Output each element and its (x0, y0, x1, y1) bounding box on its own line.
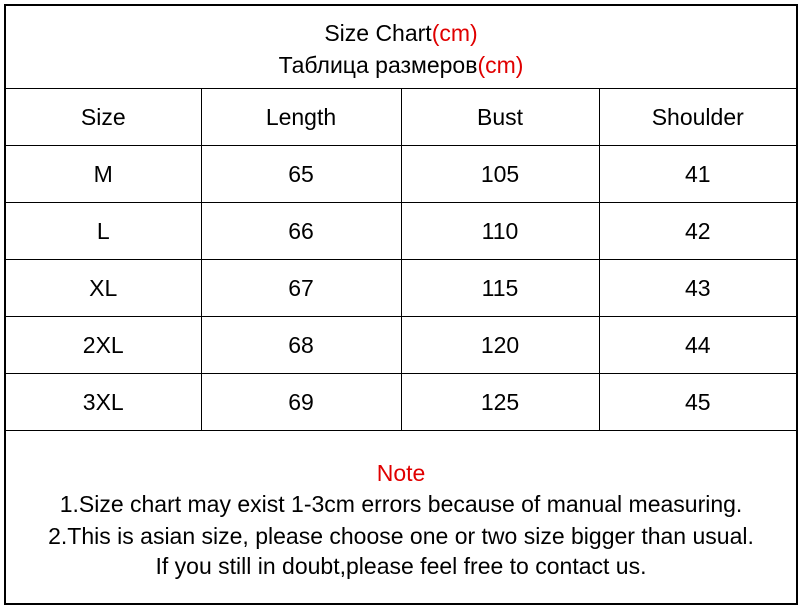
size-table: Size Length Bust Shoulder M 65 105 41 L … (6, 89, 796, 431)
cell-length: 69 (200, 373, 402, 431)
cell-size: L (6, 202, 202, 260)
cell-size: 3XL (6, 373, 202, 431)
header-cell: Shoulder (598, 89, 796, 146)
title-line-russian: Таблица размеров(cm) (6, 52, 796, 79)
cell-length: 67 (200, 259, 402, 317)
cell-size: M (6, 145, 202, 203)
header-cell: Length (200, 89, 402, 146)
table-row: L 66 110 42 (6, 202, 796, 260)
title-unit: (cm) (431, 20, 478, 46)
cell-size: 2XL (6, 316, 202, 374)
header-cell: Bust (400, 89, 600, 146)
table-row: 2XL 68 120 44 (6, 316, 796, 374)
title-line-english: Size Chart(cm) (6, 20, 796, 47)
title-text: Size Chart (324, 20, 432, 46)
cell-bust: 120 (400, 316, 600, 374)
cell-length: 66 (200, 202, 402, 260)
title-block: Size Chart(cm) Таблица размеров(cm) (6, 6, 796, 89)
cell-shoulder: 42 (598, 202, 796, 260)
note-line: 2.This is asian size, please choose one … (48, 523, 754, 549)
cell-shoulder: 41 (598, 145, 796, 203)
note-block: Note 1.Size chart may exist 1-3cm errors… (6, 431, 796, 603)
cell-shoulder: 43 (598, 259, 796, 317)
cell-bust: 125 (400, 373, 600, 431)
cell-length: 65 (200, 145, 402, 203)
header-row: Size Length Bust Shoulder (6, 89, 796, 146)
table-row: XL 67 115 43 (6, 259, 796, 317)
title-text-ru: Таблица размеров (278, 52, 478, 78)
cell-shoulder: 45 (598, 373, 796, 431)
cell-bust: 105 (400, 145, 600, 203)
cell-bust: 115 (400, 259, 600, 317)
note-heading: Note (376, 460, 426, 486)
table-row: 3XL 69 125 45 (6, 373, 796, 431)
title-unit-ru: (cm) (477, 52, 524, 78)
size-chart: Size Chart(cm) Таблица размеров(cm) Size… (4, 4, 798, 605)
note-line: 1.Size chart may exist 1-3cm errors beca… (59, 491, 743, 517)
cell-shoulder: 44 (598, 316, 796, 374)
cell-length: 68 (200, 316, 402, 374)
note-line: If you still in doubt,please feel free t… (155, 553, 647, 579)
cell-bust: 110 (400, 202, 600, 260)
cell-size: XL (6, 259, 202, 317)
table-row: M 65 105 41 (6, 145, 796, 203)
header-cell: Size (6, 89, 202, 146)
